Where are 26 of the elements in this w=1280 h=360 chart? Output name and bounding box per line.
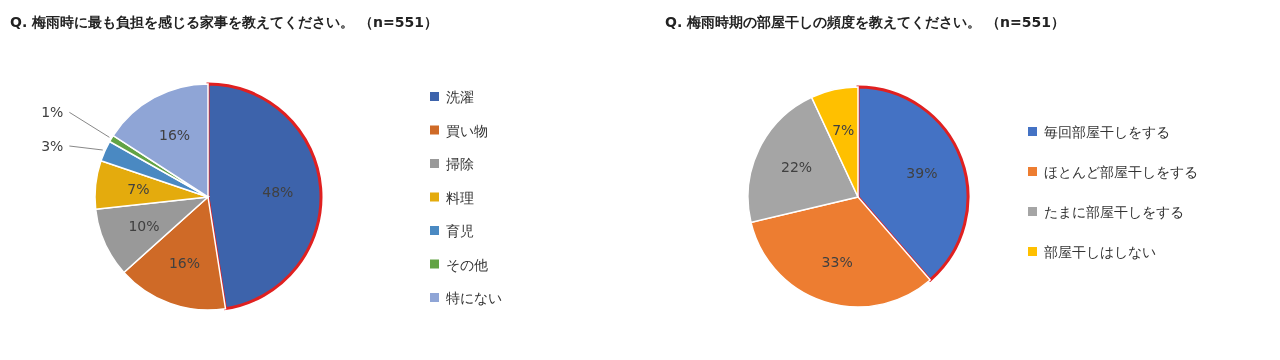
- data-label: 16%: [168, 255, 201, 271]
- data-label: 16%: [158, 127, 191, 144]
- legend-label: たまに部屋干しをする: [1044, 204, 1184, 220]
- legend-label: 料理: [446, 189, 474, 206]
- data-label: 33%: [821, 253, 853, 270]
- data-label: 7%: [832, 122, 855, 139]
- legend-label: 洗濯: [446, 89, 474, 105]
- pie-slice: [206, 82, 323, 311]
- data-label: 48%: [262, 183, 294, 200]
- data-label: 3%: [41, 138, 64, 155]
- legend-label: その他: [446, 256, 488, 273]
- pie-slice: [856, 85, 970, 282]
- legend-label: 特にない: [446, 290, 502, 306]
- legend-label: 育児: [446, 223, 474, 239]
- legend-label: 掃除: [446, 156, 474, 172]
- legend-label: ほとんど部屋干しをする: [1044, 164, 1198, 180]
- data-label: 1%: [41, 104, 64, 121]
- legend-label: 部屋干しはしない: [1044, 244, 1156, 260]
- legend-label: 毎回部屋干しをする: [1044, 124, 1170, 140]
- data-label: 22%: [781, 159, 813, 176]
- legend-label: 買い物: [446, 122, 488, 139]
- chart-title: Q. 梅雨時期の部屋干しの頻度を教えてください。 （n=551）: [665, 14, 1065, 30]
- data-label: 10%: [128, 217, 160, 234]
- data-label: 39%: [906, 165, 938, 182]
- data-label: 7%: [127, 181, 150, 198]
- chart-title: Q. 梅雨時に最も負担を感じる家事を教えてください。 （n=551）: [10, 14, 438, 30]
